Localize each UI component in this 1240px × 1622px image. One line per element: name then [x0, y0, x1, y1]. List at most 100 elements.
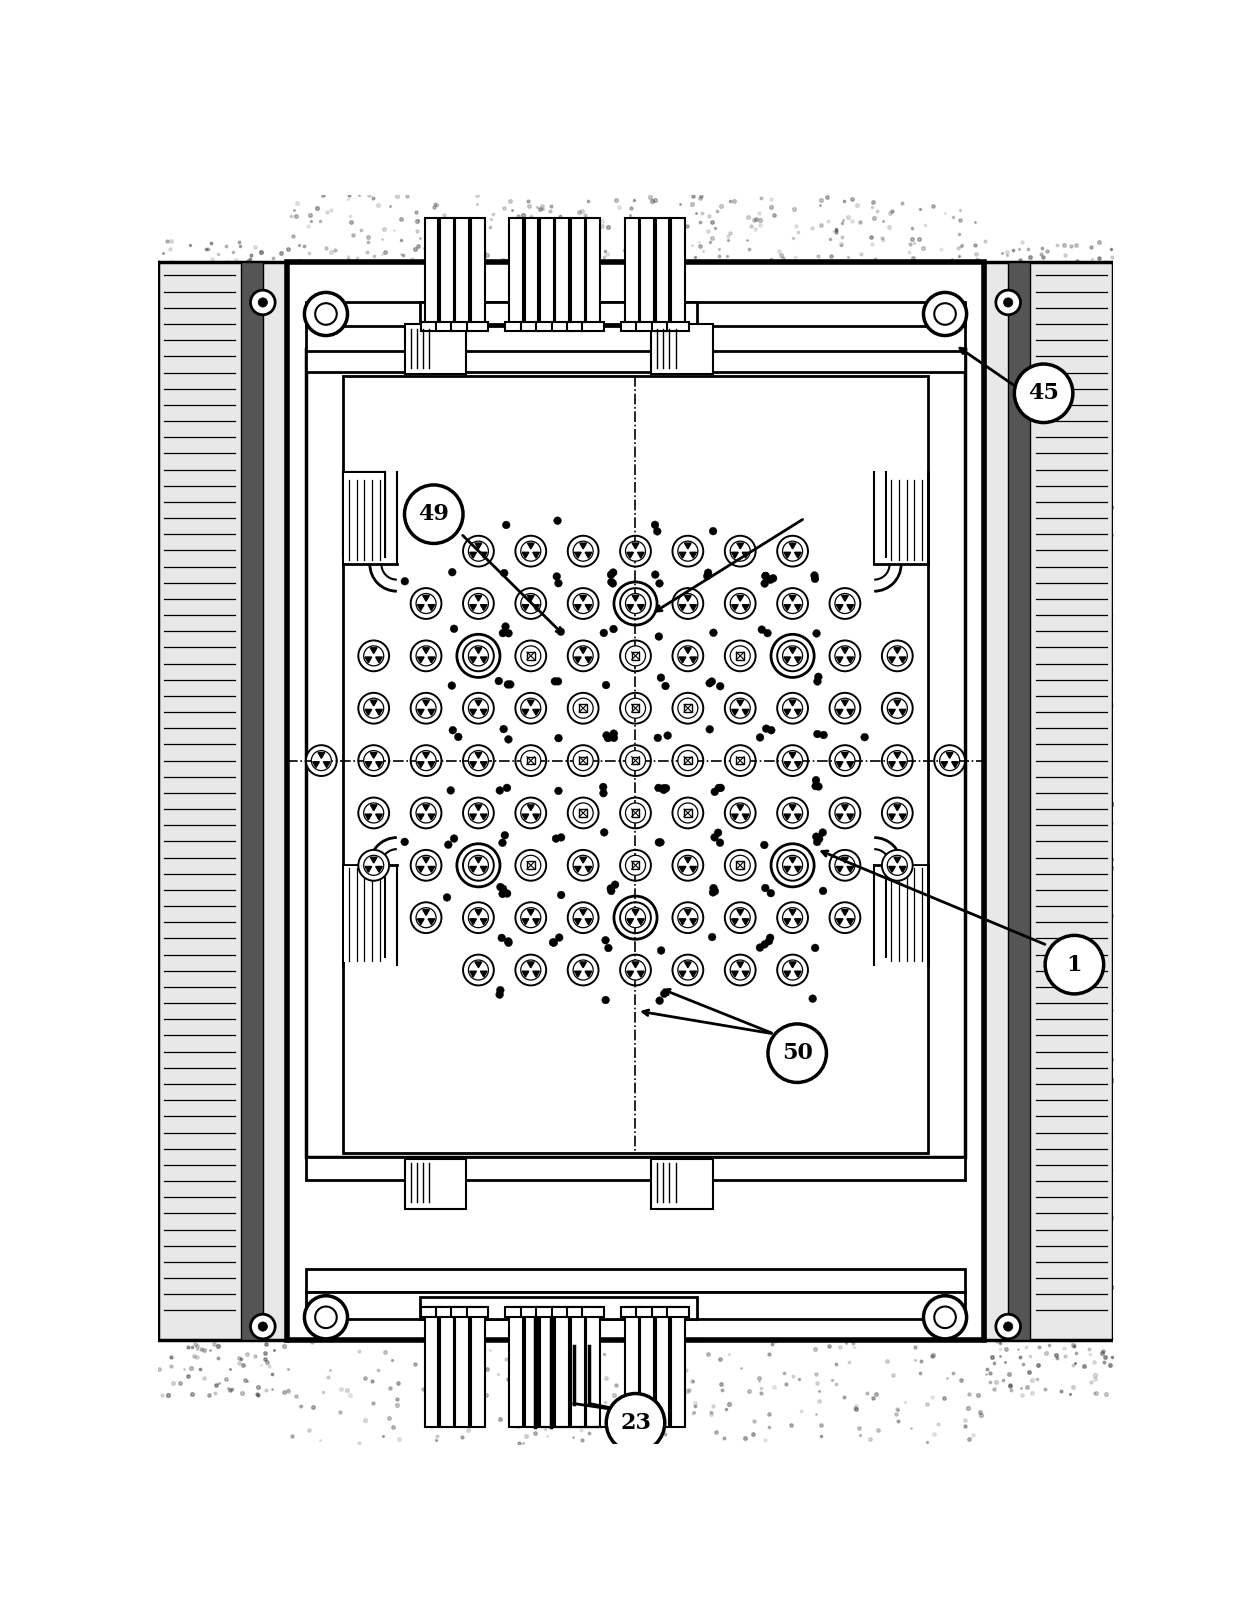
Circle shape [835, 594, 854, 613]
Point [990, 860, 1009, 886]
Point [241, 886, 260, 912]
Point [157, 1004, 177, 1030]
Point [620, 203, 640, 229]
Circle shape [820, 887, 827, 895]
Point [171, 868, 191, 894]
Point [267, 1168, 286, 1194]
Point [216, 946, 236, 972]
Polygon shape [480, 972, 487, 976]
Circle shape [818, 829, 827, 837]
Point [905, 282, 925, 308]
Point [699, 229, 719, 255]
Point [1056, 1187, 1076, 1213]
Point [182, 269, 202, 295]
Point [973, 592, 993, 618]
Point [1049, 689, 1069, 715]
Point [176, 1178, 196, 1204]
Point [233, 1015, 253, 1041]
Point [1023, 780, 1043, 806]
Point [808, 243, 828, 269]
Point [187, 1337, 207, 1362]
Point [258, 1350, 278, 1375]
Circle shape [882, 850, 913, 881]
Point [1023, 1218, 1043, 1244]
Point [985, 1004, 1004, 1030]
Point [787, 1280, 807, 1306]
Point [744, 305, 764, 331]
Polygon shape [899, 657, 906, 663]
Polygon shape [632, 910, 639, 915]
Point [1065, 1311, 1085, 1337]
Point [1022, 336, 1042, 362]
Point [195, 1036, 215, 1062]
Point [167, 890, 187, 916]
Point [372, 266, 392, 292]
Point [286, 1384, 306, 1410]
Point [983, 367, 1003, 393]
Point [166, 454, 186, 480]
Point [467, 191, 487, 217]
Point [222, 285, 242, 311]
Point [372, 258, 392, 284]
Point [999, 998, 1019, 1023]
Point [1055, 1155, 1075, 1181]
Point [1075, 1236, 1095, 1262]
Point [149, 248, 169, 274]
Point [913, 1280, 932, 1306]
Polygon shape [689, 553, 697, 558]
Point [790, 1299, 810, 1325]
Point [1009, 264, 1029, 290]
Point [1034, 1174, 1054, 1200]
Polygon shape [836, 709, 843, 715]
Point [601, 1296, 621, 1322]
Point [222, 1048, 242, 1074]
Point [640, 1335, 660, 1361]
Point [249, 720, 269, 746]
Point [427, 1268, 446, 1294]
Point [497, 1366, 517, 1392]
Point [903, 245, 923, 271]
Point [630, 1314, 650, 1340]
Point [451, 1424, 471, 1450]
Circle shape [934, 1306, 956, 1328]
Point [1092, 1041, 1112, 1067]
Circle shape [620, 902, 651, 933]
Point [149, 806, 169, 832]
Point [312, 182, 332, 208]
Point [975, 933, 994, 959]
Polygon shape [684, 910, 691, 915]
Point [774, 1306, 794, 1332]
Point [570, 208, 590, 234]
Point [1033, 243, 1053, 269]
Point [154, 683, 174, 709]
Point [237, 1270, 257, 1296]
Point [1101, 1046, 1121, 1072]
Point [226, 792, 246, 817]
Point [615, 1327, 635, 1353]
Point [990, 686, 1009, 712]
Point [723, 305, 743, 331]
Point [851, 209, 870, 235]
Point [740, 212, 760, 238]
Point [830, 290, 849, 316]
Point [1076, 542, 1096, 568]
Point [252, 1202, 272, 1228]
Point [1052, 777, 1071, 803]
Point [1073, 764, 1092, 790]
Point [1084, 941, 1104, 967]
Point [232, 1092, 252, 1118]
Point [226, 264, 246, 290]
Point [582, 303, 601, 329]
Point [278, 798, 298, 824]
Point [1038, 472, 1058, 498]
Point [208, 1345, 228, 1371]
Point [1055, 988, 1075, 1014]
Point [226, 602, 246, 628]
Point [241, 247, 260, 272]
Point [420, 248, 440, 274]
Point [976, 1144, 996, 1169]
Point [436, 222, 456, 248]
Point [744, 292, 764, 318]
Point [1006, 339, 1025, 365]
Point [976, 837, 996, 863]
